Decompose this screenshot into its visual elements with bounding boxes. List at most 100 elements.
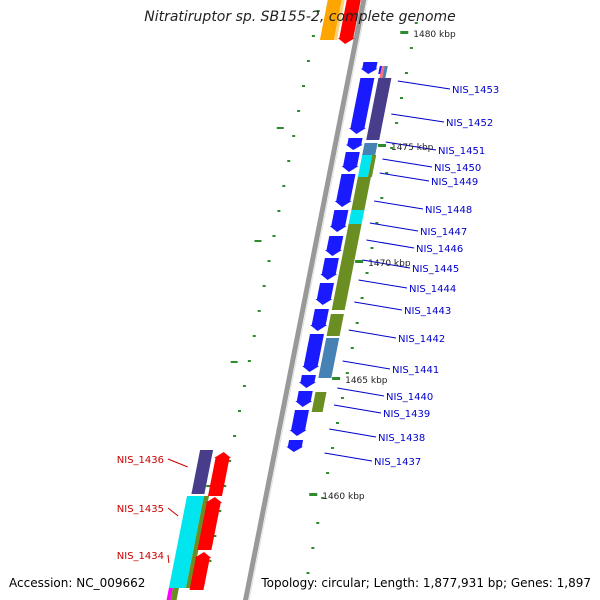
- tick-dot-outer: [414, 22, 418, 24]
- tick-dot-outer: [360, 297, 364, 299]
- olive-segment-thin: [367, 155, 377, 177]
- forward-cds-arrow: [320, 258, 339, 280]
- reverse-cds-arrow: [197, 497, 223, 550]
- tick-dot-outer: [311, 547, 315, 549]
- forward-cds-arrow: [302, 334, 324, 372]
- tick-dot-inner: [272, 235, 276, 237]
- steelblue-segment-small: [382, 66, 388, 78]
- cyan-segment: [357, 155, 373, 177]
- tick-dot-outer: [370, 247, 374, 249]
- gene-label-nis_1453: NIS_1453: [452, 85, 499, 96]
- olive-segment: [351, 177, 371, 210]
- forward-cds-arrow: [286, 440, 304, 452]
- tick-dot-inner: [262, 285, 266, 287]
- forward-cds-arrow: [325, 236, 344, 256]
- tick-dot-inner: [228, 460, 232, 462]
- tick-dot-inner: [306, 60, 310, 62]
- forward-cds-arrow: [349, 78, 375, 134]
- major-tick: [355, 260, 364, 263]
- tick-dot-inner: [287, 160, 291, 162]
- leader-line-nis_1439: [333, 404, 382, 414]
- olive-segment-lower: [185, 496, 209, 588]
- gene-label-nis_1437: NIS_1437: [374, 457, 421, 468]
- leader-line-nis_1453: [397, 80, 451, 90]
- gene-label-nis_1448: NIS_1448: [425, 205, 472, 216]
- tick-dot-inner: [242, 385, 246, 387]
- features: [166, 0, 392, 600]
- map-title: Nitratiruptor sp. SB155-2, complete geno…: [144, 9, 456, 25]
- olive-segment-3: [311, 392, 327, 412]
- leader-line-nis_1436: [167, 458, 188, 468]
- cyan-segment-2: [348, 210, 365, 224]
- gene-label-nis_1450: NIS_1450: [434, 163, 481, 174]
- tick-dot-outer: [390, 147, 394, 149]
- tick-dot-outer: [331, 447, 335, 449]
- tick-dot-inner: [213, 535, 217, 537]
- tick-dot-inner: [297, 110, 301, 112]
- genome-summary-text: Topology: circular; Length: 1,877,931 bp…: [261, 576, 591, 590]
- gene-label-nis_1446: NIS_1446: [416, 244, 463, 255]
- tick-dot-outer: [385, 172, 389, 174]
- tick-dot-inner: [277, 210, 281, 212]
- gene-label-nis_1445: NIS_1445: [412, 264, 459, 275]
- backbone-line: [243, 0, 367, 600]
- tick-dot-inner: [237, 410, 241, 412]
- steelblue-segment-2: [318, 338, 340, 378]
- tick-dot-inner: [282, 185, 286, 187]
- forward-cds-arrow: [315, 283, 334, 305]
- labels: 1480 kbp 1475 kbp 1470 kbp 1465 kbp 1460 kbp…: [117, 30, 499, 562]
- forward-cds-arrow: [341, 152, 360, 172]
- reverse-cds-arrow: [189, 552, 212, 590]
- scale-label-1475-kbp: 1475 kbp: [391, 143, 434, 153]
- orange-highlight: [333, 0, 345, 40]
- tick-dot-outer: [400, 97, 404, 99]
- tick-dot-outer: [404, 72, 408, 74]
- tick-dot-outer: [380, 197, 384, 199]
- leader-line-nis_1448: [374, 200, 424, 210]
- tick-dot-inner: [233, 435, 237, 437]
- tick-dot-inner: [223, 485, 227, 487]
- olive-segment-2: [326, 314, 344, 336]
- pink-segment: [379, 66, 385, 78]
- steelblue-segment: [362, 143, 378, 155]
- orange-cds-segment: [319, 0, 342, 40]
- tick-dash-inner: [206, 485, 214, 487]
- leader-line-nis_1443: [354, 301, 403, 311]
- gene-label-nis_1441: NIS_1441: [392, 365, 439, 376]
- tick-dot-inner: [208, 560, 212, 562]
- major-tick: [377, 144, 386, 147]
- tick-dot-outer: [375, 222, 379, 224]
- magenta-segment: [166, 588, 173, 600]
- scale-label-1470-kbp: 1470 kbp: [368, 259, 411, 269]
- backbone: [243, 0, 368, 600]
- tick-dot-outer: [365, 272, 369, 274]
- leader-line-nis_1449: [379, 172, 430, 182]
- tick-dot-outer: [335, 422, 339, 424]
- gene-label-nis_1444: NIS_1444: [409, 284, 456, 295]
- leader-line-nis_1452: [391, 113, 445, 123]
- gene-label-nis_1438: NIS_1438: [378, 433, 425, 444]
- major-tick: [309, 493, 318, 496]
- tick-dot-inner: [218, 510, 222, 512]
- leader-line-nis_1445: [362, 259, 411, 269]
- forward-cds-arrow: [334, 174, 356, 207]
- leader-line-nis_1444: [358, 279, 408, 289]
- tick-dot-outer: [326, 472, 330, 474]
- minor-tick-dots: [206, 10, 418, 574]
- tick-dot-inner: [311, 35, 315, 37]
- tick-dash-inner: [276, 127, 284, 129]
- leader-line-nis_1446: [366, 239, 415, 249]
- reverse-cds-arrow: [208, 452, 231, 496]
- gene-label-nis_1447: NIS_1447: [420, 227, 467, 238]
- tick-dot-inner: [302, 85, 306, 87]
- tick-dot-outer: [306, 572, 310, 574]
- gene-label-nis_1440: NIS_1440: [386, 392, 433, 403]
- gene-label-nis_1451: NIS_1451: [438, 146, 485, 157]
- cyan-segment-lower: [168, 496, 204, 588]
- leader-line-nis_1440: [337, 387, 385, 397]
- gene-label-nis_1436: NIS_1436: [117, 455, 164, 466]
- gene-label-nis_1434: NIS_1434: [117, 551, 164, 562]
- tick-dot-outer: [355, 322, 359, 324]
